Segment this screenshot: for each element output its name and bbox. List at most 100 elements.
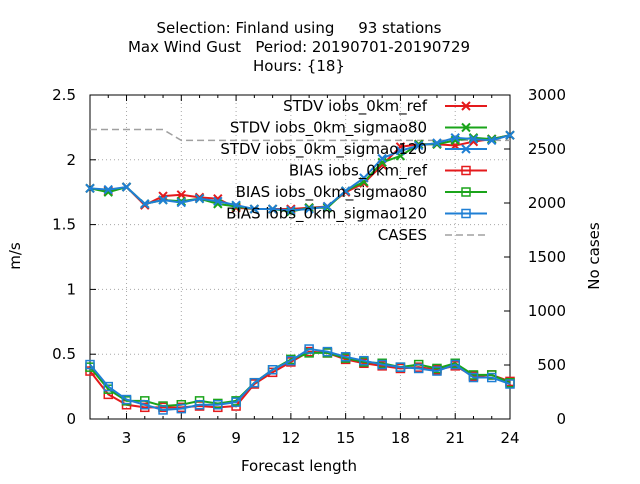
data-point (158, 405, 168, 415)
data-point (395, 146, 406, 156)
legend: STDV iobs_0km_ref STDV iobs_0km_sigmao80 S… (220, 97, 487, 244)
data-point (359, 355, 369, 366)
data-point (140, 399, 150, 410)
data-point (103, 381, 114, 392)
data-point (468, 372, 479, 383)
chart-title-line-1: Selection: Finland using 93 stations (157, 19, 442, 37)
data-point (249, 377, 260, 388)
data-point (322, 201, 333, 212)
data-point (450, 359, 460, 370)
x-tick-label: 24 (500, 429, 519, 447)
legend-marker (461, 165, 471, 176)
data-point (140, 199, 150, 209)
series-2 (85, 130, 515, 216)
legend-label: BIAS iobs_0km_ref (289, 162, 428, 181)
y-tick-label: 1 (66, 280, 76, 298)
legend-label: STDV iobs_0km_sigmao80 (230, 119, 427, 138)
legend-label: BIAS iobs_0km_sigmao80 (236, 183, 427, 202)
legend-label: BIAS iobs_0km_sigmao120 (226, 205, 427, 224)
data-point (267, 204, 278, 214)
y-axis-label: m/s (6, 242, 24, 270)
y2-tick-label: 2000 (528, 194, 566, 212)
y-tick-label: 0 (66, 410, 76, 428)
y2-axis-label: No cases (585, 222, 603, 290)
data-point (213, 399, 223, 410)
legend-label: STDV iobs_0km_ref (283, 97, 428, 116)
legend-entry: CASES (378, 226, 487, 244)
data-point (286, 205, 296, 216)
data-point (432, 138, 442, 148)
data-point (487, 135, 497, 146)
series-line (89, 351, 511, 408)
data-point (213, 196, 223, 206)
y2-tick-label: 1500 (528, 248, 566, 266)
data-point (395, 362, 406, 372)
y2-tick-label: 500 (537, 356, 566, 374)
data-point (413, 363, 424, 374)
data-point (85, 183, 95, 194)
legend-entry: STDV iobs_0km_ref (283, 97, 487, 116)
x-tick-label: 12 (281, 429, 300, 447)
series (85, 128, 515, 415)
x-tick-label: 3 (122, 429, 132, 447)
y-tick-label: 0.5 (52, 345, 76, 363)
legend-marker (461, 122, 471, 133)
data-point (286, 355, 296, 366)
data-point (85, 359, 95, 370)
series-line (89, 350, 511, 409)
x-tick-label: 18 (391, 429, 410, 447)
chart-title-line-3: Hours: {18} (253, 57, 345, 75)
data-point (194, 193, 205, 204)
data-point (304, 344, 314, 354)
data-point (322, 346, 333, 357)
legend-entry: STDV iobs_0km_sigmao80 (230, 119, 487, 138)
data-point (468, 134, 479, 144)
y-tick-label: 2.5 (52, 86, 76, 104)
axes: 3 6 9 12 15 18 21 24 0 0.5 1 1.5 2 2.5 0 500 1000 1500 200… (52, 86, 566, 447)
legend-entry: BIAS iobs_0km_ref (289, 162, 487, 181)
data-point (340, 352, 351, 362)
data-point (304, 204, 314, 214)
data-point (231, 397, 241, 407)
data-point (377, 153, 387, 164)
data-point (505, 379, 515, 389)
legend-entry: BIAS iobs_0km_sigmao120 (226, 205, 487, 224)
x-tick-label: 9 (231, 429, 241, 447)
series-line (89, 134, 511, 212)
legend-marker (461, 144, 471, 154)
data-point (121, 182, 132, 192)
data-point (377, 157, 387, 168)
legend-label: CASES (378, 226, 427, 244)
data-point (267, 365, 278, 375)
legend-marker (461, 101, 471, 111)
data-point (231, 200, 241, 210)
data-point (413, 140, 424, 151)
x-tick-label: 15 (336, 429, 355, 447)
y2-tick-label: 0 (556, 410, 566, 428)
chart-title-line-2: Max Wind Gust Period: 20190701-20190729 (128, 38, 470, 56)
data-point (176, 403, 187, 414)
data-point (194, 399, 205, 410)
y2-tick-label: 2500 (528, 140, 566, 158)
data-point (359, 173, 369, 183)
data-point (249, 204, 260, 214)
series-line (89, 347, 511, 411)
legend-label: STDV iobs_0km_sigmao120 (220, 140, 427, 159)
legend-entry: STDV iobs_0km_sigmao120 (220, 140, 487, 159)
legend-entry: BIAS iobs_0km_sigmao80 (236, 183, 487, 202)
data-point (505, 130, 515, 140)
data-point (486, 372, 497, 383)
data-point (377, 359, 387, 370)
series-5 (85, 344, 515, 415)
y2-tick-label: 3000 (528, 86, 566, 104)
legend-marker (461, 187, 471, 197)
data-point (158, 195, 168, 205)
y-tick-label: 1.5 (52, 216, 76, 234)
legend-marker (461, 208, 471, 219)
data-point (450, 133, 460, 143)
data-point (340, 186, 351, 196)
x-tick-label: 21 (446, 429, 465, 447)
y-tick-label: 2 (66, 151, 76, 169)
